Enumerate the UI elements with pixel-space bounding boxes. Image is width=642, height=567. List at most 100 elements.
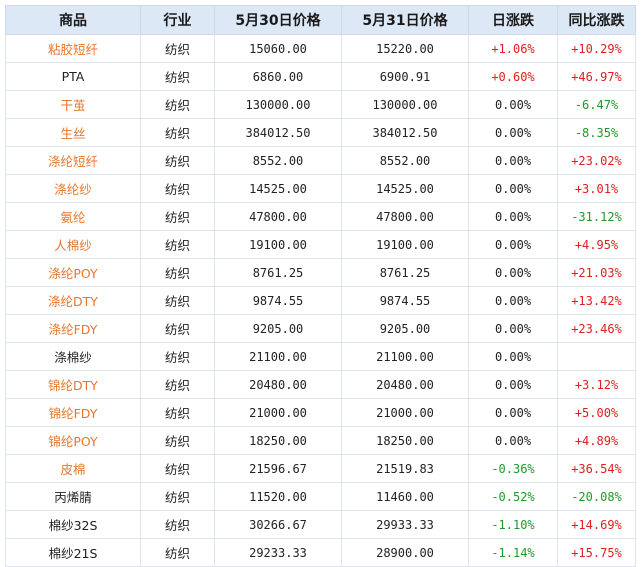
- commodity-name[interactable]: 锦纶DTY: [5, 370, 141, 399]
- price-may31-cell: 14525.00: [341, 174, 469, 203]
- commodity-name[interactable]: 粘胶短纤: [5, 34, 141, 63]
- commodity-name: 涤棉纱: [5, 342, 141, 371]
- commodity-name[interactable]: 氨纶: [5, 202, 141, 231]
- commodity-name[interactable]: 涤纶POY: [5, 258, 141, 287]
- price-may31-cell: 21000.00: [341, 398, 469, 427]
- commodity-name[interactable]: 干茧: [5, 90, 141, 119]
- industry-cell: 纺织: [140, 454, 215, 483]
- price-may31-cell: 21100.00: [341, 342, 469, 371]
- table-body: 粘胶短纤 纺织 15060.00 15220.00 +1.06% +10.29% PTA 纺织…: [5, 34, 636, 567]
- price-may30-cell: 18250.00: [214, 426, 342, 455]
- commodity-name[interactable]: 涤纶纱: [5, 174, 141, 203]
- industry-cell: 纺织: [140, 258, 215, 287]
- daily-change-cell: +1.06%: [468, 34, 558, 63]
- price-may30-cell: 11520.00: [214, 482, 342, 511]
- table-header-row: 商品 行业 5月30日价格 5月31日价格 日涨跌 同比涨跌: [5, 5, 636, 35]
- daily-change-cell: 0.00%: [468, 370, 558, 399]
- yoy-change-cell: +23.02%: [557, 146, 636, 175]
- daily-change-cell: 0.00%: [468, 202, 558, 231]
- commodity-name: PTA: [5, 62, 141, 91]
- industry-cell: 纺织: [140, 370, 215, 399]
- price-may31-cell: 20480.00: [341, 370, 469, 399]
- price-may31-cell: 29933.33: [341, 510, 469, 539]
- commodity-name[interactable]: 锦纶POY: [5, 426, 141, 455]
- header-yoy-change: 同比涨跌: [557, 5, 636, 35]
- commodity-name: 棉纱21S: [5, 538, 141, 567]
- industry-cell: 纺织: [140, 90, 215, 119]
- price-may31-cell: 47800.00: [341, 202, 469, 231]
- price-may30-cell: 15060.00: [214, 34, 342, 63]
- daily-change-cell: +0.60%: [468, 62, 558, 91]
- commodity-name[interactable]: 涤纶FDY: [5, 314, 141, 343]
- price-may30-cell: 30266.67: [214, 510, 342, 539]
- daily-change-cell: -1.10%: [468, 510, 558, 539]
- commodity-name[interactable]: 人棉纱: [5, 230, 141, 259]
- price-may30-cell: 9205.00: [214, 314, 342, 343]
- commodity-name[interactable]: 涤纶短纤: [5, 146, 141, 175]
- table-row: 粘胶短纤 纺织 15060.00 15220.00 +1.06% +10.29%: [5, 34, 636, 63]
- price-may31-cell: 15220.00: [341, 34, 469, 63]
- commodity-name[interactable]: 涤纶DTY: [5, 286, 141, 315]
- daily-change-cell: 0.00%: [468, 174, 558, 203]
- table-row: 氨纶 纺织 47800.00 47800.00 0.00% -31.12%: [5, 202, 636, 231]
- commodity-name[interactable]: 生丝: [5, 118, 141, 147]
- price-may30-cell: 8761.25: [214, 258, 342, 287]
- price-may31-cell: 6900.91: [341, 62, 469, 91]
- daily-change-cell: 0.00%: [468, 146, 558, 175]
- commodity-name[interactable]: 皮棉: [5, 454, 141, 483]
- yoy-change-cell: +15.75%: [557, 538, 636, 567]
- header-industry: 行业: [140, 5, 215, 35]
- industry-cell: 纺织: [140, 426, 215, 455]
- price-table-container: 商品 行业 5月30日价格 5月31日价格 日涨跌 同比涨跌 粘胶短纤 纺织 150…: [5, 5, 636, 567]
- price-may30-cell: 19100.00: [214, 230, 342, 259]
- daily-change-cell: -1.14%: [468, 538, 558, 567]
- yoy-change-cell: +3.01%: [557, 174, 636, 203]
- industry-cell: 纺织: [140, 286, 215, 315]
- price-may31-cell: 8552.00: [341, 146, 469, 175]
- price-may30-cell: 21596.67: [214, 454, 342, 483]
- daily-change-cell: -0.52%: [468, 482, 558, 511]
- industry-cell: 纺织: [140, 482, 215, 511]
- commodity-name: 丙烯腈: [5, 482, 141, 511]
- price-may30-cell: 9874.55: [214, 286, 342, 315]
- daily-change-cell: 0.00%: [468, 286, 558, 315]
- industry-cell: 纺织: [140, 314, 215, 343]
- price-may31-cell: 28900.00: [341, 538, 469, 567]
- price-may30-cell: 21000.00: [214, 398, 342, 427]
- table-row: 涤纶POY 纺织 8761.25 8761.25 0.00% +21.03%: [5, 258, 636, 287]
- yoy-change-cell: +13.42%: [557, 286, 636, 315]
- daily-change-cell: 0.00%: [468, 118, 558, 147]
- price-may31-cell: 8761.25: [341, 258, 469, 287]
- industry-cell: 纺织: [140, 146, 215, 175]
- table-row: 棉纱21S 纺织 29233.33 28900.00 -1.14% +15.75%: [5, 538, 636, 567]
- table-row: 涤纶FDY 纺织 9205.00 9205.00 0.00% +23.46%: [5, 314, 636, 343]
- table-row: 锦纶POY 纺织 18250.00 18250.00 0.00% +4.89%: [5, 426, 636, 455]
- yoy-change-cell: +14.69%: [557, 510, 636, 539]
- yoy-change-cell: +21.03%: [557, 258, 636, 287]
- commodity-name[interactable]: 锦纶FDY: [5, 398, 141, 427]
- yoy-change-cell: -6.47%: [557, 90, 636, 119]
- yoy-change-cell: +36.54%: [557, 454, 636, 483]
- price-may30-cell: 47800.00: [214, 202, 342, 231]
- table-row: 锦纶FDY 纺织 21000.00 21000.00 0.00% +5.00%: [5, 398, 636, 427]
- price-may30-cell: 21100.00: [214, 342, 342, 371]
- price-may31-cell: 384012.50: [341, 118, 469, 147]
- table-row: 丙烯腈 纺织 11520.00 11460.00 -0.52% -20.08%: [5, 482, 636, 511]
- industry-cell: 纺织: [140, 230, 215, 259]
- price-may31-cell: 18250.00: [341, 426, 469, 455]
- table-row: 涤纶短纤 纺织 8552.00 8552.00 0.00% +23.02%: [5, 146, 636, 175]
- yoy-change-cell: +4.95%: [557, 230, 636, 259]
- price-may30-cell: 20480.00: [214, 370, 342, 399]
- price-may30-cell: 384012.50: [214, 118, 342, 147]
- table-row: 干茧 纺织 130000.00 130000.00 0.00% -6.47%: [5, 90, 636, 119]
- industry-cell: 纺织: [140, 174, 215, 203]
- yoy-change-cell: -8.35%: [557, 118, 636, 147]
- industry-cell: 纺织: [140, 118, 215, 147]
- commodity-price-table: 商品 行业 5月30日价格 5月31日价格 日涨跌 同比涨跌 粘胶短纤 纺织 150…: [5, 5, 636, 567]
- header-commodity: 商品: [5, 5, 141, 35]
- table-row: 锦纶DTY 纺织 20480.00 20480.00 0.00% +3.12%: [5, 370, 636, 399]
- price-may31-cell: 130000.00: [341, 90, 469, 119]
- price-may31-cell: 19100.00: [341, 230, 469, 259]
- yoy-change-cell: +10.29%: [557, 34, 636, 63]
- daily-change-cell: 0.00%: [468, 342, 558, 371]
